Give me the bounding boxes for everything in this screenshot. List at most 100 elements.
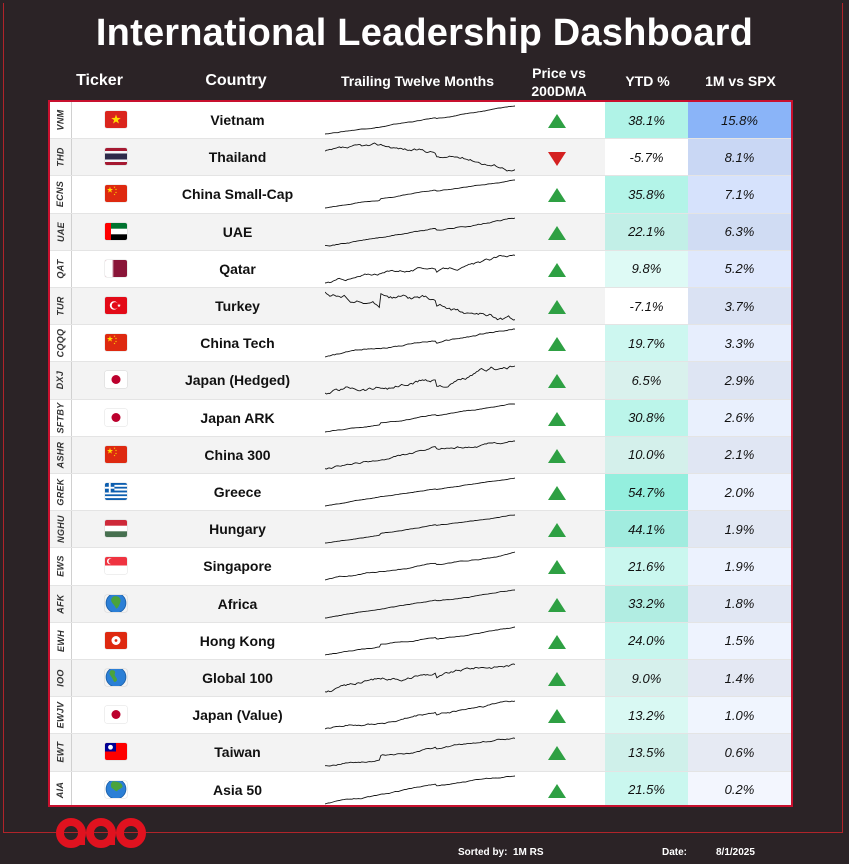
brand-logo (55, 817, 147, 854)
japan-flag (105, 371, 127, 389)
ttm-sparkline (325, 217, 515, 247)
ticker-label: EWS (55, 555, 66, 578)
rs-value: 0.6% (688, 734, 791, 771)
ticker-cell: TUR (50, 288, 72, 325)
ticker-cell: NGHU (50, 511, 72, 548)
globe-americas-icon (105, 669, 127, 686)
rs-value: 0.2% (688, 771, 791, 805)
arrow-up-icon (548, 114, 566, 128)
table-row[interactable]: VNM Vietnam 38.1% 15.8% (50, 102, 791, 140)
vietnam-flag (105, 111, 127, 128)
arrow-up-icon (548, 411, 566, 426)
table-row[interactable]: EWJV Japan (Value) 13.2% 1.0% (50, 697, 791, 735)
ytd-value: 9.0% (605, 660, 688, 697)
ytd-value: -5.7% (605, 139, 688, 176)
country-label: Singapore (203, 558, 272, 575)
country-label: Greece (213, 484, 262, 501)
table-row[interactable]: NGHU Hungary 44.1% 1.9% (50, 511, 791, 549)
ticker-label: EWT (55, 742, 66, 763)
sorted-by-value: 1M RS (513, 847, 544, 858)
ticker-label: DXJ (55, 371, 66, 390)
table-row[interactable]: DXJ Japan (Hedged) 6.5% 2.9% (50, 362, 791, 400)
ticker-cell: UAE (50, 213, 72, 250)
rs-value: 8.1% (688, 139, 791, 176)
china-flag (105, 334, 127, 352)
rs-value: 1.8% (688, 585, 791, 622)
header-ttm: Trailing Twelve Months (341, 73, 494, 89)
ttm-sparkline (325, 775, 515, 805)
ticker-label: QAT (55, 259, 66, 279)
table-row[interactable]: AFK Africa 33.2% 1.8% (50, 585, 791, 623)
ytd-value: 6.5% (605, 362, 688, 399)
ticker-label: VNM (55, 109, 66, 131)
hongkong-flag (105, 631, 127, 649)
rs-value: 1.0% (688, 697, 791, 734)
ytd-value: 9.8% (605, 250, 688, 287)
ticker-cell: VNM (50, 102, 72, 139)
ytd-value: 38.1% (605, 102, 688, 139)
ytd-value: 44.1% (605, 511, 688, 548)
ttm-sparkline (325, 254, 515, 284)
table-row[interactable]: THD Thailand -5.7% 8.1% (50, 139, 791, 177)
table-row[interactable]: CQQQ China Tech 19.7% 3.3% (50, 325, 791, 363)
greece-flag (105, 483, 127, 500)
ttm-sparkline (325, 142, 515, 172)
taiwan-flag (105, 743, 127, 761)
table-row[interactable]: ASHR China 300 10.0% 2.1% (50, 436, 791, 474)
ticker-label: AIA (55, 781, 66, 798)
ticker-cell: IOO (50, 660, 72, 697)
ttm-sparkline (325, 403, 515, 433)
turkey-flag (105, 297, 127, 314)
ticker-label: ECNS (55, 181, 66, 208)
ticker-label: SFTBY (55, 402, 66, 434)
ytd-value: 19.7% (605, 325, 688, 362)
table-row[interactable]: IOO Global 100 9.0% 1.4% (50, 660, 791, 698)
country-label: Japan ARK (200, 409, 275, 426)
rs-value: 1.5% (688, 622, 791, 659)
ticker-cell: EWS (50, 548, 72, 585)
rs-value: 3.3% (688, 325, 791, 362)
ticker-cell: SFTBY (50, 399, 72, 436)
ttm-sparkline (325, 626, 515, 656)
table-row[interactable]: EWS Singapore 21.6% 1.9% (50, 548, 791, 586)
table-row[interactable]: QAT Qatar 9.8% 5.2% (50, 250, 791, 288)
table-row[interactable]: TUR Turkey -7.1% 3.7% (50, 288, 791, 326)
country-label: China Small-Cap (181, 186, 294, 203)
arrow-up-icon (548, 188, 566, 203)
japan-flag (105, 408, 127, 426)
ticker-cell: EWJV (50, 697, 72, 734)
china-flag (105, 445, 127, 463)
ytd-value: 21.5% (605, 771, 688, 805)
ttm-sparkline (325, 477, 515, 507)
table-row[interactable]: GREK Greece 54.7% 2.0% (50, 474, 791, 512)
table-row[interactable]: AIA Asia 50 21.5% 0.2% (50, 771, 791, 805)
ttm-sparkline (325, 551, 515, 581)
table-row[interactable]: EWH Hong Kong 24.0% 1.5% (50, 622, 791, 660)
rs-value: 15.8% (688, 102, 791, 139)
hungary-flag (105, 520, 127, 538)
country-label: Qatar (219, 260, 256, 277)
country-label: UAE (222, 223, 253, 240)
header-ticker: Ticker (76, 72, 123, 89)
ytd-value: 21.6% (605, 548, 688, 585)
country-label: Hong Kong (199, 632, 276, 649)
ticker-label: IOO (55, 669, 66, 687)
arrow-up-icon (548, 337, 566, 352)
country-label: China Tech (200, 335, 275, 352)
country-label: Taiwan (214, 744, 261, 761)
rs-value: 6.3% (688, 213, 791, 250)
arrow-up-icon (548, 597, 566, 612)
rs-value: 3.7% (688, 288, 791, 325)
table-row[interactable]: EWT Taiwan 13.5% 0.6% (50, 734, 791, 772)
country-label: Vietnam (210, 112, 265, 129)
qatar-flag (105, 259, 127, 277)
ticker-cell: QAT (50, 250, 72, 287)
ticker-label: GREK (55, 478, 66, 506)
table-row[interactable]: UAE UAE 22.1% 6.3% (50, 213, 791, 251)
table-row[interactable]: ECNS China Small-Cap 35.8% 7.1% (50, 176, 791, 214)
thailand-flag (105, 148, 127, 166)
arrow-up-icon (548, 300, 566, 314)
ticker-cell: GREK (50, 474, 72, 511)
arrow-up-icon (548, 225, 566, 240)
table-row[interactable]: SFTBY Japan ARK 30.8% 2.6% (50, 399, 791, 437)
